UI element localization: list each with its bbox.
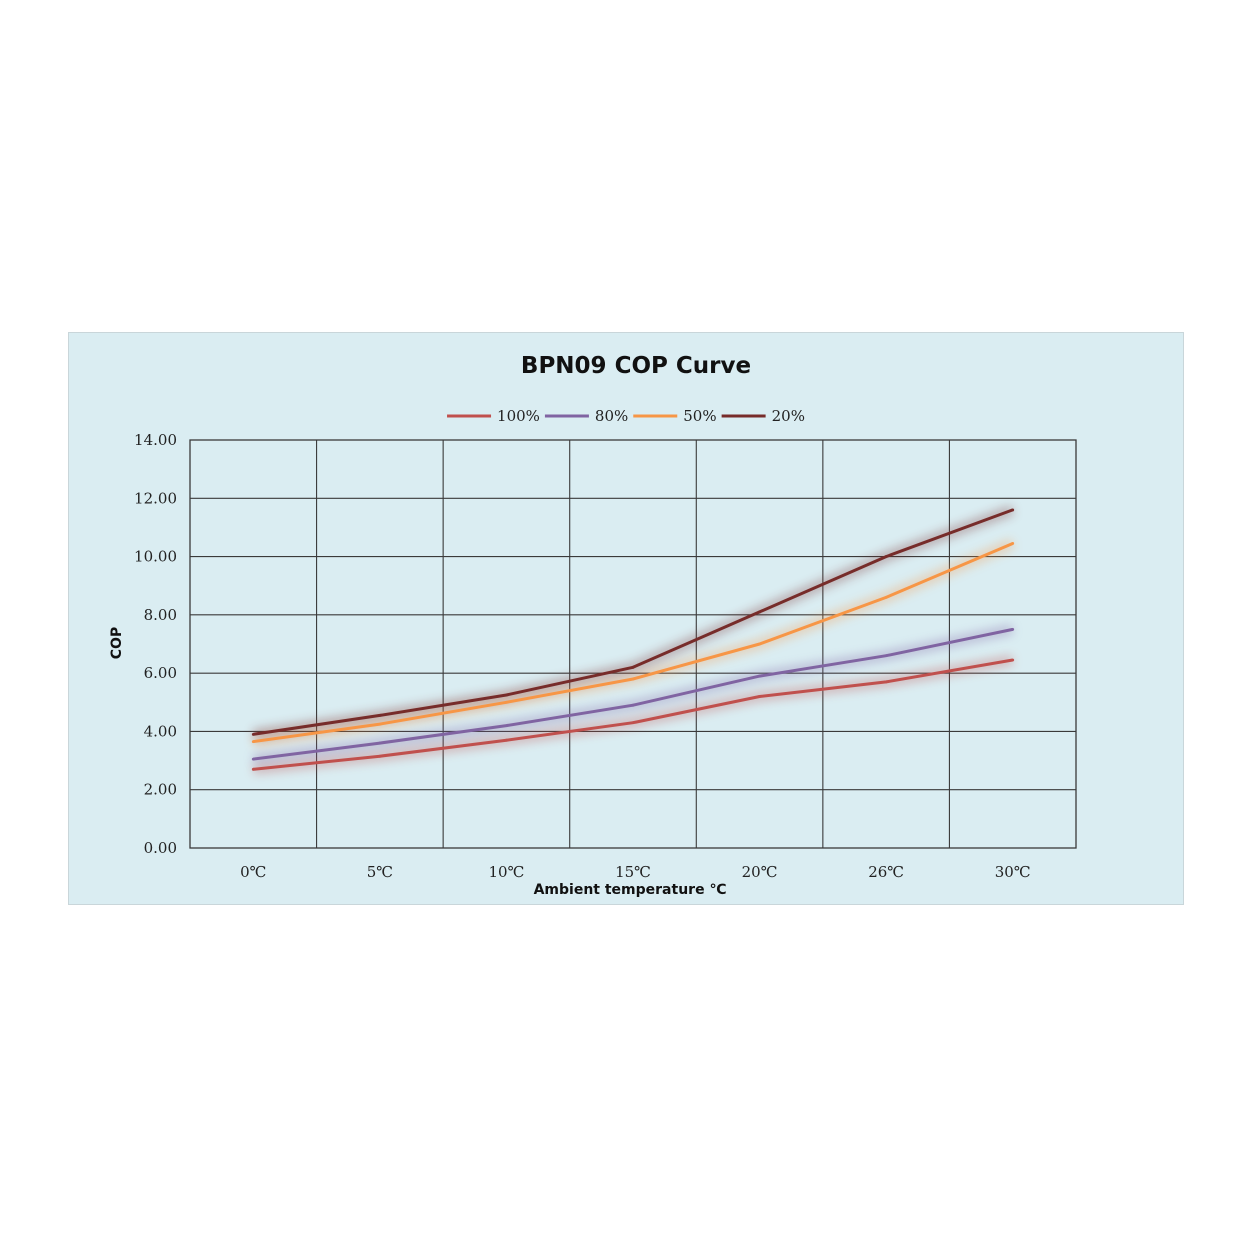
- legend-label: 100%: [497, 407, 540, 425]
- series-line-50pct: [253, 542, 1014, 744]
- y-tick-label: 12.00: [134, 489, 177, 507]
- y-tick-label: 10.00: [134, 548, 177, 566]
- data-point: [884, 595, 888, 599]
- chart-panel: BPN09 COP Curve 100% 80% 50% 20% 0.00 2.00 4.…: [68, 332, 1184, 905]
- data-point: [631, 721, 635, 725]
- data-point: [1011, 628, 1015, 631]
- data-point: [505, 700, 508, 704]
- x-axis-title: Ambient temperature ℃: [534, 882, 727, 898]
- plot-grid: [189, 439, 1077, 849]
- legend-label: 20%: [772, 407, 805, 425]
- cop-line-chart: BPN09 COP Curve 100% 80% 50% 20% 0.00 2.00 4.…: [109, 353, 1077, 898]
- legend-item: 80%: [544, 407, 628, 425]
- data-point: [758, 695, 761, 698]
- data-point: [758, 674, 761, 678]
- legend-item: 20%: [721, 407, 805, 425]
- legend-item: 50%: [633, 407, 717, 425]
- y-tick-label: 4.00: [144, 722, 177, 740]
- data-point: [505, 693, 508, 697]
- legend-label: 50%: [683, 407, 716, 425]
- data-point: [1011, 658, 1015, 662]
- legend-item: 100%: [447, 407, 540, 425]
- data-point: [884, 654, 888, 658]
- chart-title: BPN09 COP Curve: [521, 353, 751, 379]
- y-tick-label: 0.00: [144, 839, 177, 857]
- data-point: [251, 757, 255, 761]
- x-tick-label: 10℃: [488, 863, 524, 881]
- x-tick-label: 30℃: [995, 863, 1031, 881]
- data-point: [251, 740, 255, 744]
- x-axis-ticks: 0℃ 5℃ 10℃ 15℃ 20℃ 26℃ 30℃: [240, 863, 1031, 881]
- data-point: [505, 724, 508, 727]
- x-tick-label: 15℃: [615, 863, 651, 881]
- data-point: [631, 703, 635, 707]
- series-glow-80pct: [252, 624, 1014, 765]
- x-tick-label: 5℃: [367, 863, 393, 881]
- data-point: [631, 665, 635, 669]
- data-point: [884, 555, 888, 558]
- y-tick-label: 8.00: [144, 606, 177, 624]
- data-point: [1011, 542, 1015, 545]
- x-tick-label: 20℃: [742, 863, 778, 881]
- data-point: [378, 754, 382, 758]
- data-point: [758, 642, 761, 646]
- data-point: [251, 767, 255, 771]
- data-point: [378, 722, 382, 726]
- series-glow-layer: [252, 505, 1015, 775]
- y-axis-title: COP: [109, 627, 125, 659]
- y-axis-ticks: 0.00 2.00 4.00 6.00 8.00 10.00 12.00 14.00: [134, 431, 177, 857]
- x-tick-label: 26℃: [868, 863, 904, 881]
- data-point: [631, 677, 635, 681]
- legend-label: 80%: [595, 407, 628, 425]
- data-point: [884, 680, 888, 684]
- data-point: [251, 732, 255, 736]
- chart-legend: 100% 80% 50% 20%: [447, 407, 805, 425]
- data-point: [758, 610, 761, 614]
- data-point: [1011, 508, 1015, 512]
- data-point: [378, 714, 382, 717]
- data-point: [378, 741, 382, 745]
- y-tick-label: 14.00: [134, 431, 177, 449]
- y-tick-label: 2.00: [144, 781, 177, 799]
- data-point: [505, 738, 508, 742]
- y-tick-label: 6.00: [144, 664, 177, 682]
- series-lines: [251, 508, 1015, 771]
- x-tick-label: 0℃: [240, 863, 266, 881]
- series-glow-50pct: [252, 538, 1015, 747]
